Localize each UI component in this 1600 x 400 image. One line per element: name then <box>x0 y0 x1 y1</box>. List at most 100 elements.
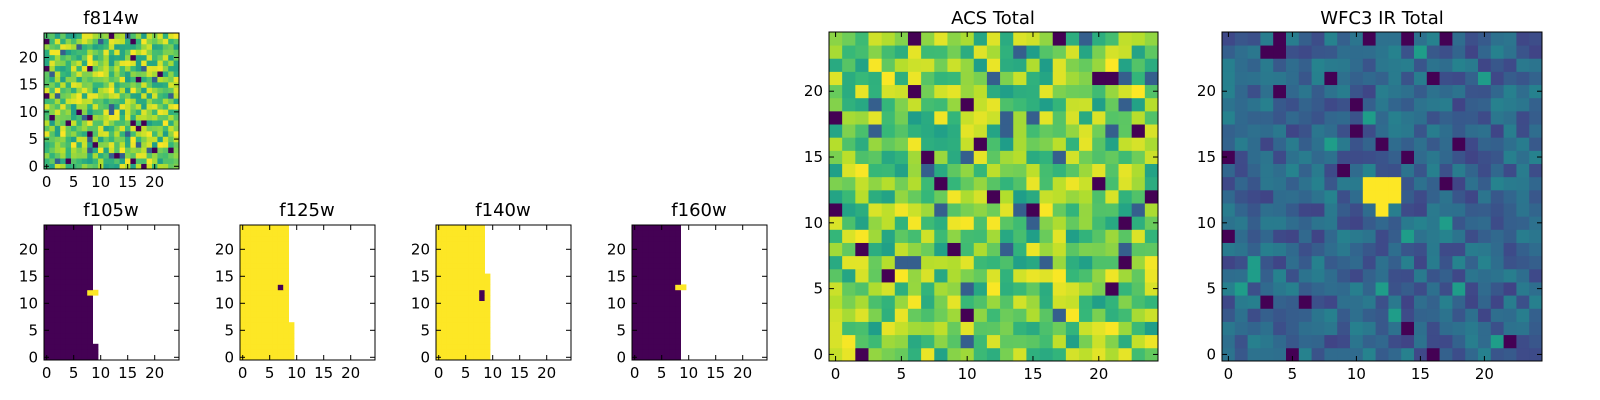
heatmap-cell <box>907 163 922 178</box>
heatmap-cell <box>1516 163 1530 178</box>
heatmap-cell <box>921 150 935 164</box>
heatmap-cell <box>256 316 262 323</box>
heatmap-cell <box>256 273 262 280</box>
heatmap-cell <box>632 241 638 247</box>
heatmap-cell <box>664 311 671 318</box>
heatmap-cell <box>1516 347 1530 362</box>
heatmap-cell <box>1311 229 1325 243</box>
heatmap-cell <box>44 98 50 105</box>
heatmap-cell <box>484 273 491 280</box>
heatmap-cell <box>1131 189 1146 204</box>
heatmap-cell <box>49 235 56 242</box>
heatmap-cell <box>272 284 279 291</box>
heatmap-cell <box>168 76 174 83</box>
heatmap-cell <box>1234 110 1248 125</box>
heatmap-cell <box>114 33 120 39</box>
heatmap-cell <box>168 54 174 61</box>
heatmap-cell <box>648 252 654 258</box>
heatmap-cell <box>868 255 883 270</box>
heatmap-cell <box>934 58 948 72</box>
heatmap-cell <box>664 306 671 312</box>
heatmap-cell <box>675 235 681 242</box>
heatmap-cell <box>152 76 158 83</box>
heatmap-cell <box>1247 150 1261 164</box>
heatmap-cell <box>457 262 464 269</box>
heatmap-cell <box>881 282 896 296</box>
heatmap-cell <box>130 141 137 148</box>
heatmap-cell <box>1490 203 1504 217</box>
heatmap-cell <box>1052 124 1067 138</box>
heatmap-cell <box>135 43 142 50</box>
heatmap-cell <box>65 316 72 323</box>
heatmap-cell <box>1337 268 1351 283</box>
heatmap-cell <box>1414 282 1428 296</box>
heatmap-cell <box>81 273 88 280</box>
heatmap-cell <box>1234 229 1248 243</box>
heatmap-cell <box>125 87 131 94</box>
heatmap-cell <box>436 311 442 318</box>
heatmap-cell <box>1439 334 1453 349</box>
heatmap-cell <box>1065 308 1080 322</box>
heatmap-cell <box>1324 216 1338 230</box>
heatmap-cell <box>1079 176 1093 191</box>
heatmap-cell <box>277 322 284 328</box>
heatmap-cell <box>1286 268 1300 283</box>
heatmap-cell <box>659 333 665 339</box>
heatmap-cell <box>283 284 289 291</box>
heatmap-cell <box>1052 137 1067 151</box>
heatmap-cell <box>250 311 257 318</box>
heatmap-cell <box>1452 308 1466 322</box>
heatmap-cell <box>1452 58 1466 72</box>
heatmap-cell <box>54 81 61 88</box>
heatmap-cell <box>65 163 72 170</box>
heatmap-cell <box>1465 97 1479 112</box>
heatmap-cell <box>642 246 649 253</box>
heatmap-cell <box>81 235 88 242</box>
heatmap-cell <box>1118 84 1133 99</box>
heatmap-cell <box>1324 255 1338 270</box>
heatmap-cell <box>457 300 464 307</box>
heatmap-cell <box>92 33 99 39</box>
heatmap-cell <box>1452 32 1466 46</box>
heatmap-cell <box>81 114 88 121</box>
heatmap-cell <box>457 284 464 291</box>
heatmap-cell <box>114 87 120 94</box>
x-tick-label: 5 <box>461 364 471 382</box>
heatmap-cell <box>272 333 279 339</box>
heatmap-cell <box>157 163 164 170</box>
heatmap-cell <box>76 333 83 339</box>
heatmap-cell <box>60 246 66 253</box>
heatmap-cell <box>1039 282 1054 296</box>
heatmap-cell <box>669 257 676 264</box>
heatmap-cell <box>54 103 61 110</box>
heatmap-cell <box>135 38 142 45</box>
heatmap-cell <box>272 322 279 328</box>
heatmap-cell <box>114 71 120 77</box>
heatmap-cell <box>648 241 654 247</box>
heatmap-cell <box>1350 295 1364 309</box>
heatmap-cell <box>973 295 988 309</box>
heatmap-cell <box>894 282 909 296</box>
heatmap-cell <box>664 257 671 264</box>
heatmap-cell <box>1234 347 1248 362</box>
heatmap-cell <box>1013 32 1027 46</box>
heatmap-cell <box>441 235 448 242</box>
heatmap-cell <box>1247 32 1261 46</box>
heatmap-cell <box>1000 150 1014 164</box>
heatmap-cell <box>484 289 491 296</box>
heatmap-cell <box>261 230 268 237</box>
heatmap-cell <box>71 114 77 121</box>
heatmap-cell <box>675 241 681 247</box>
heatmap-cell <box>76 268 83 274</box>
heatmap-cell <box>907 110 922 125</box>
heatmap-cell <box>81 257 88 264</box>
heatmap-cell <box>65 246 72 253</box>
heatmap-cell <box>1401 229 1415 243</box>
heatmap-cell <box>829 334 843 349</box>
heatmap-cell <box>65 120 72 126</box>
heatmap-cell <box>277 225 284 231</box>
y-tick-label: 20 <box>1197 82 1216 100</box>
heatmap-cell <box>829 203 843 217</box>
heatmap-cell <box>1375 45 1389 59</box>
